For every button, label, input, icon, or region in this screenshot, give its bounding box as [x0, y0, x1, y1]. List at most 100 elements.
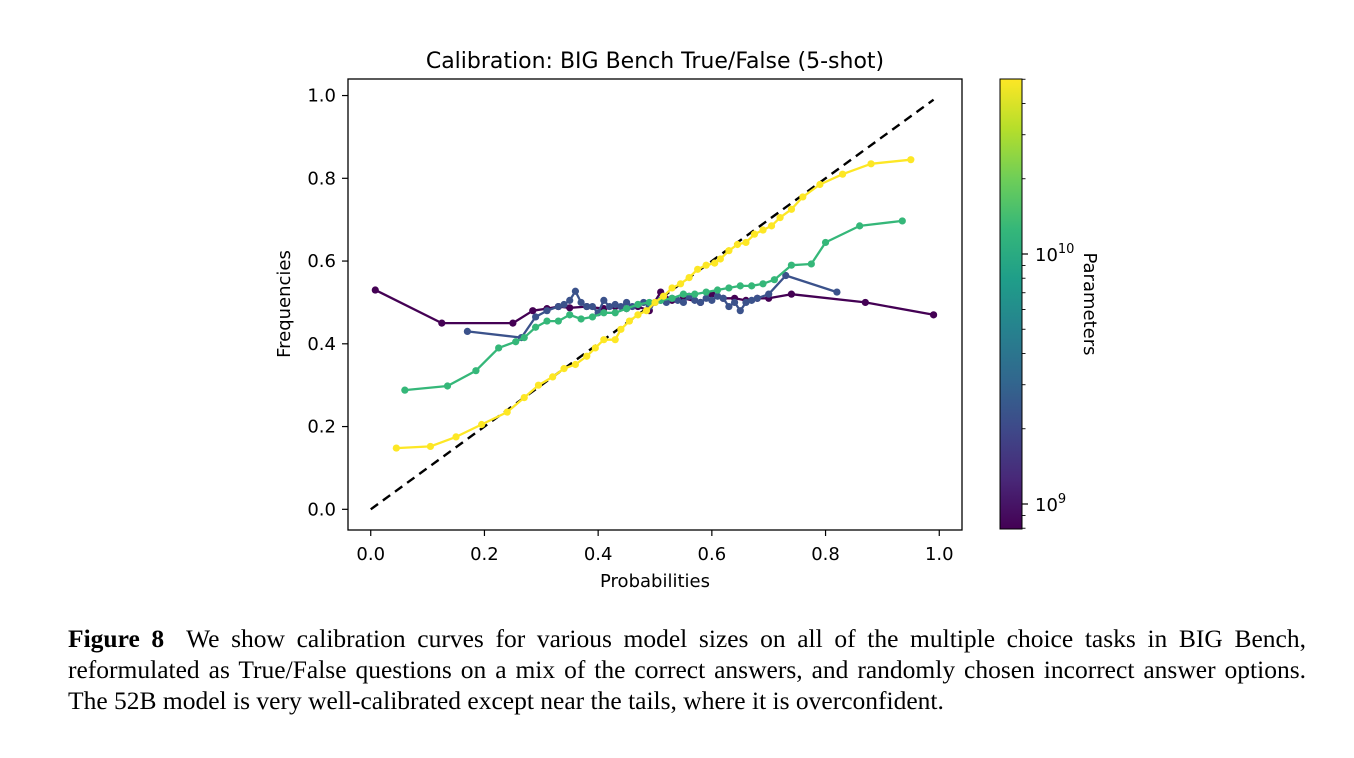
series-4-point	[478, 420, 486, 429]
y-tick-label: 0.6	[307, 251, 336, 272]
series-2-point	[554, 302, 562, 311]
series-2-point	[577, 298, 585, 307]
figure-caption: Figure 8 We show calibration curves for v…	[68, 623, 1306, 716]
series-line-1	[374, 288, 934, 325]
x-tick-label: 1.0	[925, 544, 954, 565]
y-axis-ticks: 0.0 0.2 0.4 0.6 0.8 1.0	[307, 86, 348, 520]
series-4-point	[611, 336, 619, 344]
series-3-point	[443, 382, 452, 390]
y-tick-label: 0.0	[307, 499, 336, 520]
series-2-point	[691, 296, 699, 304]
series-2-point	[753, 294, 761, 302]
colorbar	[999, 78, 1023, 530]
series-1-point	[509, 319, 517, 327]
series-1-point	[529, 307, 537, 315]
series-3-point	[634, 300, 642, 309]
x-tick-label: 0.8	[811, 544, 840, 565]
series-2-point	[571, 287, 580, 295]
series-4-point	[642, 307, 651, 315]
series-4-point	[733, 240, 742, 249]
series-3-point	[748, 282, 756, 290]
y-axis-label: Frequencies	[274, 250, 295, 358]
x-tick-label: 0.2	[470, 544, 499, 565]
series-2-point	[719, 294, 727, 302]
series-3-point	[600, 309, 608, 317]
series-4-point	[651, 298, 659, 307]
series-3-point	[543, 317, 551, 325]
series-4-point	[392, 444, 400, 452]
series-4-point	[668, 284, 676, 292]
series-3-point	[713, 286, 722, 294]
series-3-point	[577, 315, 585, 323]
series-3-point	[807, 260, 815, 268]
series-4-point	[767, 222, 776, 230]
series-4-point	[716, 255, 724, 263]
series-4-point	[816, 180, 824, 189]
series-4-point	[799, 193, 807, 201]
series-4-point	[549, 373, 557, 381]
series-2-point	[679, 298, 688, 307]
chart-title: Calibration: BIG Bench True/False (5-sho…	[426, 49, 884, 74]
series-1-point	[566, 304, 574, 312]
series-2-point	[742, 298, 750, 307]
series-2-point	[708, 296, 716, 304]
series-4-point	[711, 259, 719, 267]
colorbar-tick-label: 1010	[1035, 242, 1074, 266]
series-3-point	[898, 217, 906, 225]
series-3-point	[554, 317, 562, 325]
series-4-point	[725, 247, 733, 255]
series-3-point	[702, 288, 710, 296]
series-3-point	[668, 294, 676, 302]
series-3-point	[725, 284, 733, 292]
series-4-point	[702, 261, 710, 269]
series-3-point	[520, 334, 528, 342]
series-2-point	[463, 327, 471, 335]
series-2-point	[622, 298, 631, 307]
series-1-point	[929, 311, 938, 319]
series-1-point	[861, 298, 869, 307]
series-2-point	[588, 302, 597, 311]
series-2-point	[702, 294, 710, 302]
series-4-point	[759, 226, 767, 234]
series-3-point	[645, 298, 653, 307]
series-3-point	[611, 309, 619, 317]
series-3-point	[472, 367, 480, 375]
series-3-point	[856, 222, 864, 230]
series-3-point	[759, 280, 767, 288]
series-4-point	[503, 408, 511, 416]
series-2-point	[696, 298, 705, 307]
series-2-point	[713, 292, 722, 300]
series-2-point	[617, 302, 625, 311]
y-tick-label: 1.0	[307, 86, 336, 107]
y-tick-label: 0.2	[307, 417, 336, 438]
series-4-point	[907, 156, 915, 164]
series-4-point	[685, 274, 693, 282]
series-2-point	[583, 302, 591, 311]
series-4-point	[694, 265, 702, 273]
figure-label: Figure 8	[68, 624, 165, 653]
series-3-point	[691, 290, 699, 298]
series-2-point	[748, 296, 756, 304]
series-3-point	[401, 386, 409, 394]
y-tick-label: 0.8	[307, 168, 336, 189]
caption-text: We show calibration curves for various m…	[68, 624, 1306, 715]
series-4-point	[867, 160, 875, 168]
series-2-point	[543, 307, 551, 315]
series-4-point	[750, 230, 759, 238]
series-1-point	[371, 286, 379, 294]
series-4-point	[776, 214, 784, 222]
colorbar-ticks: 109 1010	[1022, 78, 1074, 529]
series-4-point	[426, 442, 435, 451]
series-line-4	[396, 158, 911, 450]
series-2-point	[730, 298, 739, 307]
x-tick-label: 0.4	[584, 544, 613, 565]
series-1-point	[787, 290, 796, 298]
series-4-point	[591, 344, 599, 352]
series-2-point	[725, 302, 733, 311]
series-4-point	[625, 317, 634, 325]
series-2-point	[600, 296, 608, 304]
y-tick-label: 0.4	[307, 334, 336, 355]
series-3-point	[787, 261, 796, 269]
series-4-point	[534, 381, 543, 389]
series-4-point	[600, 336, 608, 344]
